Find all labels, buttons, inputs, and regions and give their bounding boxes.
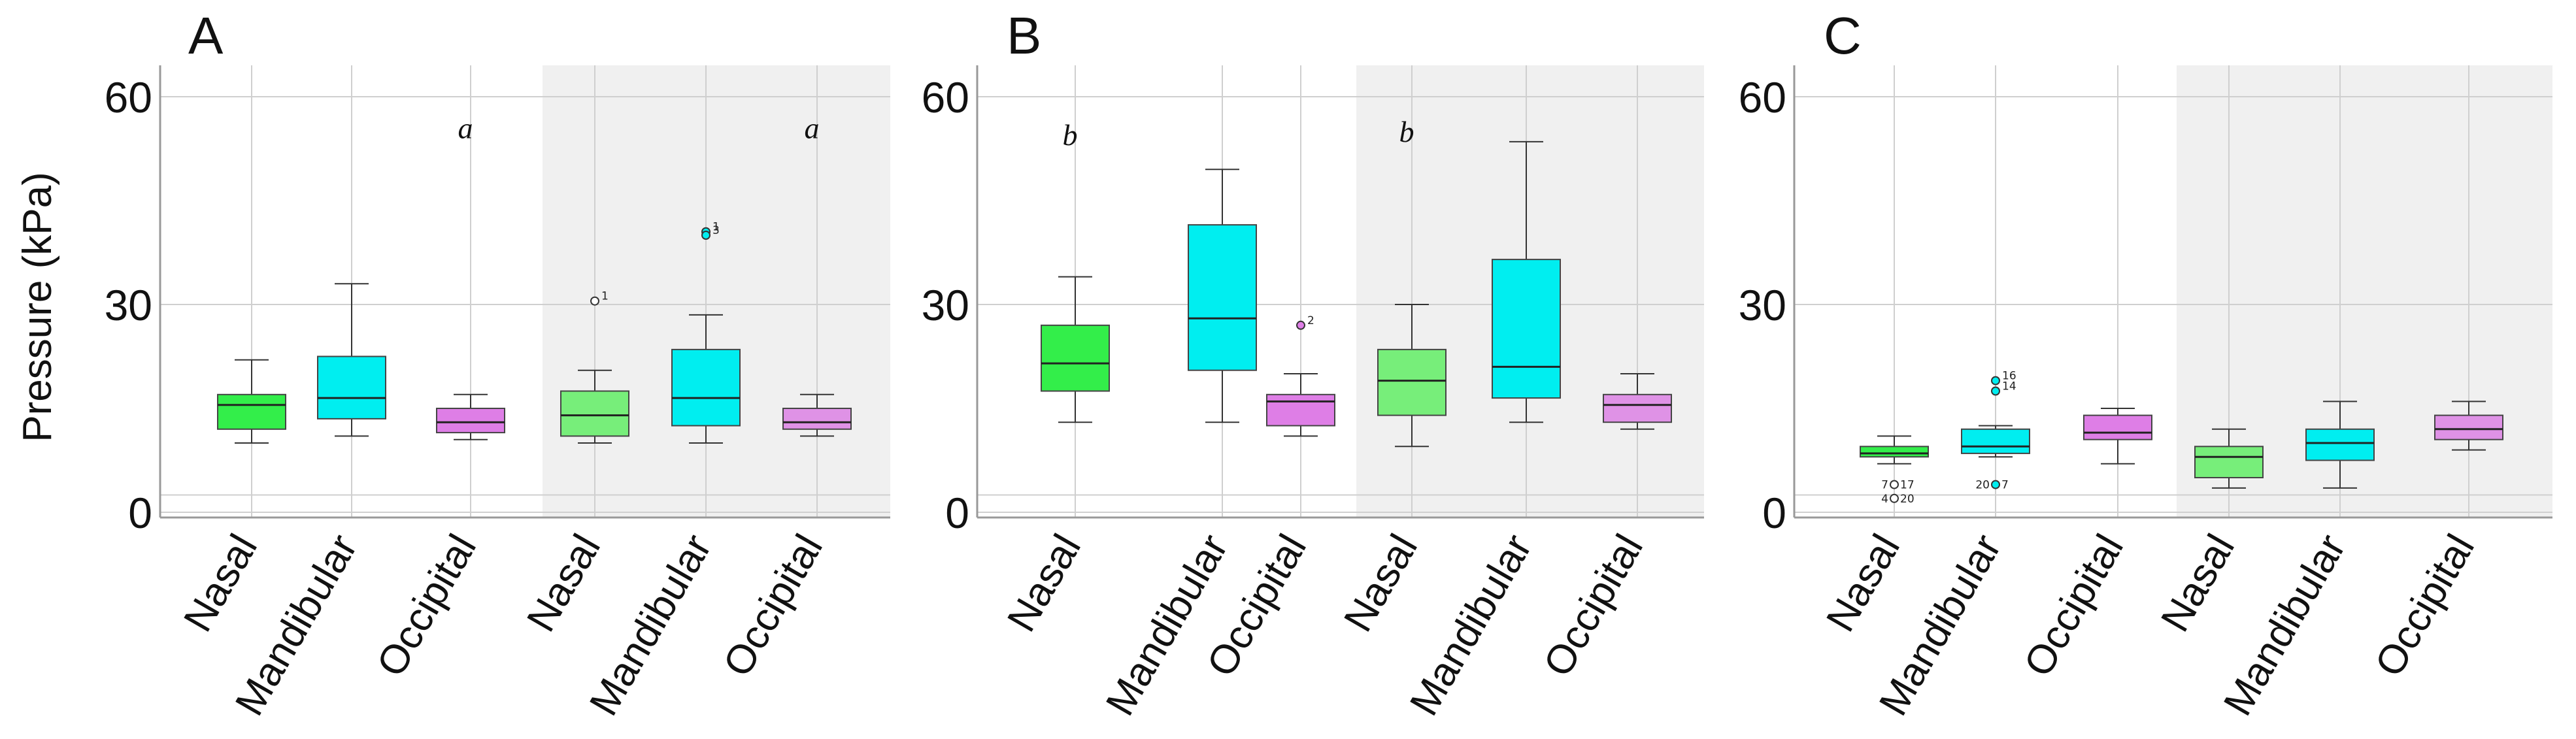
panel-a-box-2: [317, 283, 386, 437]
panel-b-ytick-label: 60: [922, 73, 969, 122]
outlier-case-label: 14: [2002, 380, 2016, 393]
iqr-box: [560, 390, 629, 437]
panel-c-box-5: [2305, 401, 2375, 489]
panel-a-ytick-label: 60: [105, 73, 152, 122]
outlier-case-label: 17: [1900, 479, 1915, 492]
panel-b-category-label: Occipital: [1535, 527, 1652, 684]
panel-a-box-6: [782, 393, 852, 437]
iqr-box: [1377, 348, 1447, 416]
panel-a-box-5: [671, 314, 741, 444]
panel-b-ytick-label: 0: [945, 489, 969, 537]
iqr-box: [2083, 414, 2152, 440]
panel-c-category-label: Nasal: [2152, 527, 2243, 640]
outlier-case-label: 1: [712, 221, 720, 234]
panel-c-outlier-point: [1890, 493, 1899, 503]
panel-c-ytick-label: 30: [1739, 281, 1786, 329]
panel-a-box-4: [560, 369, 629, 444]
panel-c-letter: C: [1824, 7, 1862, 65]
panel-a-shaded-region: [543, 65, 890, 517]
panel-a-category-label: Occipital: [368, 527, 485, 684]
panel-c-category-label: Occipital: [2015, 527, 2132, 684]
outlier-case-label: 16: [2002, 370, 2016, 383]
panel-c-ytick-label: 60: [1739, 73, 1786, 122]
panel-a-box-1: [217, 359, 286, 444]
iqr-box: [1860, 446, 1929, 458]
panel-a-box-3: [436, 393, 505, 440]
panel-a-ytick-label: 0: [128, 489, 152, 537]
panel-a-category-label: Nasal: [175, 527, 266, 640]
outlier-case-label: 7: [1881, 479, 1888, 492]
panel-a-outlier-point: [590, 296, 599, 306]
panel-b-box-1: [1041, 276, 1110, 423]
iqr-box: [2194, 446, 2264, 478]
iqr-box: [1492, 259, 1561, 399]
iqr-box: [2305, 428, 2375, 461]
panel-a-ytick-label: 30: [105, 281, 152, 329]
panel-c-outlier-point: [1890, 480, 1899, 489]
panel-c-category-label: Nasal: [1818, 527, 1909, 640]
outlier-case-label: 1: [601, 290, 609, 303]
iqr-box: [1041, 324, 1110, 392]
panel-b-category-label: Nasal: [999, 527, 1090, 640]
panel-c-box-4: [2194, 428, 2264, 489]
panel-a-category-label: Nasal: [518, 527, 609, 640]
panel-c-outlier-point: [1991, 386, 2000, 396]
panel-a-outlier-point: [701, 231, 711, 240]
panel-a-significance-letter: a: [805, 112, 820, 145]
panel-c-category-label: Occipital: [2366, 527, 2483, 684]
panel-c-ytick-label: 0: [1762, 489, 1786, 537]
panel-b-letter: B: [1007, 7, 1041, 65]
panel-b-box-3: [1266, 373, 1335, 437]
iqr-box: [1603, 393, 1672, 423]
panel-b-category-label: Mandibular: [1097, 527, 1237, 723]
panel-b-significance-letter: b: [1399, 115, 1414, 148]
panel-c-box-2: [1961, 425, 2030, 458]
panel-b-significance-letter: b: [1063, 118, 1078, 152]
panel-b-box-2: [1188, 169, 1257, 423]
panel-a-category-label: Occipital: [714, 527, 831, 684]
outlier-case-label: 4: [1881, 493, 1888, 506]
panel-b-box-6: [1603, 373, 1672, 430]
outlier-case-label: 2: [1307, 314, 1314, 327]
iqr-box: [1188, 224, 1257, 371]
panel-b-ytick-label: 30: [922, 281, 969, 329]
iqr-box: [671, 348, 741, 427]
panel-b-outlier-point: [1296, 320, 1305, 330]
panel-c-box-6: [2434, 401, 2503, 451]
iqr-box: [217, 393, 286, 430]
outlier-case-label: 7: [2001, 479, 2009, 492]
panel-c-box-1: [1860, 435, 1929, 465]
panel-b-box-5: [1492, 140, 1561, 423]
panel-a-letter: A: [188, 7, 224, 65]
panel-c-outlier-point: [1991, 480, 2000, 489]
outlier-case-label: 3: [712, 224, 720, 237]
y-axis-label: Pressure (kPa): [15, 172, 60, 442]
iqr-box: [2434, 414, 2503, 440]
iqr-box: [1266, 393, 1335, 427]
panel-b-box-4: [1377, 304, 1447, 448]
panel-b-category-label: Nasal: [1335, 527, 1426, 640]
iqr-box: [436, 408, 505, 434]
panel-c-outlier-point: [1991, 376, 2000, 386]
iqr-box: [1961, 428, 2030, 454]
outlier-case-label: 20: [1900, 493, 1915, 506]
outlier-case-label: 20: [1975, 479, 1990, 492]
panel-a-significance-letter: a: [458, 112, 473, 145]
iqr-box: [782, 408, 852, 430]
panel-c-box-3: [2083, 408, 2152, 465]
iqr-box: [317, 355, 386, 419]
